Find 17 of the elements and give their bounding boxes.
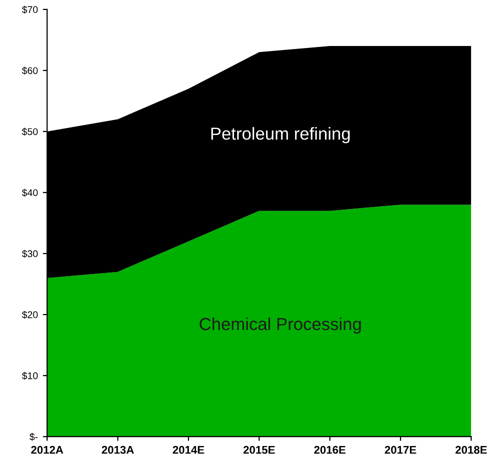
y-tick-label: $10 [22, 372, 38, 380]
x-tick-label: 2014E [172, 446, 204, 454]
x-tick-label: 2017E [384, 446, 416, 454]
x-tick-label: 2012A [31, 446, 64, 454]
series-label: Chemical Processing [200, 317, 361, 334]
y-tick-label: $50 [22, 128, 38, 136]
y-tick-label: $60 [22, 66, 38, 75]
x-tick-label: 2016E [314, 446, 346, 454]
y-tick-label: $70 [22, 6, 38, 14]
y-tick-label: $40 [22, 188, 38, 197]
y-tick-label: $20 [22, 310, 38, 319]
series-label: Petroleum refining [211, 127, 350, 144]
x-tick-label: 2013A [102, 446, 134, 454]
y-tick-label: $- [30, 432, 38, 441]
x-tick-label: 2018E [456, 446, 487, 454]
x-tick-label: 2015E [243, 446, 275, 454]
y-tick-label: $30 [22, 250, 38, 258]
